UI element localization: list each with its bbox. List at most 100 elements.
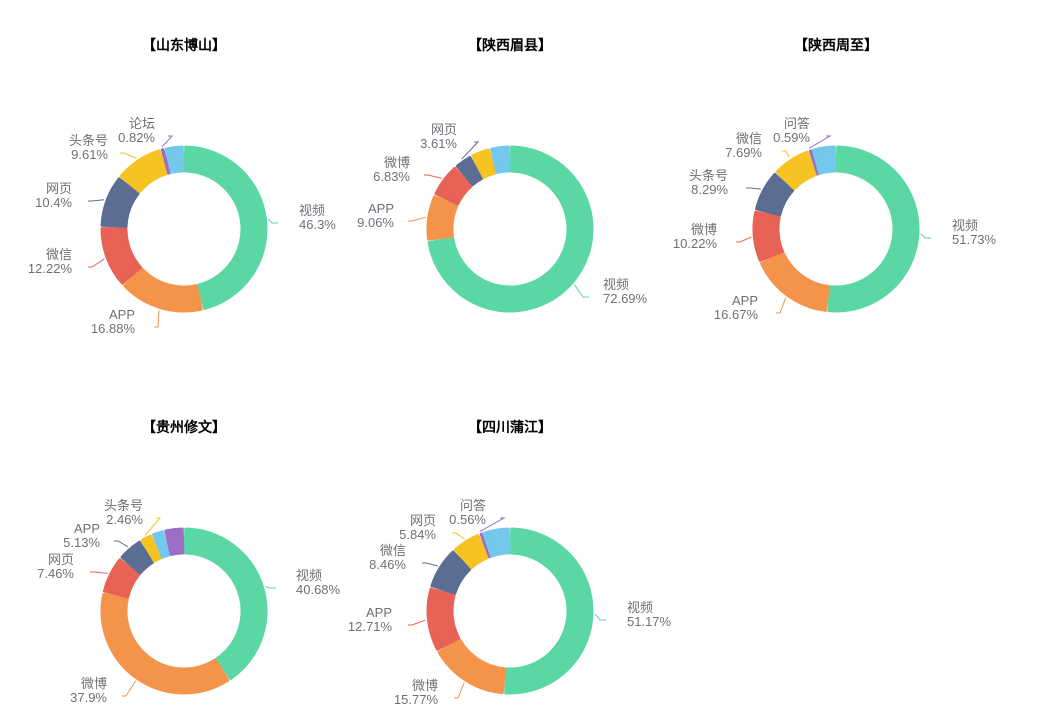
donut-slice[interactable] (755, 172, 795, 217)
donut-slice[interactable] (437, 638, 507, 695)
label-leader-line (594, 613, 606, 621)
label-leader-line (265, 585, 276, 589)
slice-label-value: 10.4% (35, 195, 72, 210)
label-leader-line (776, 297, 787, 314)
slice-label-value: 51.17% (627, 614, 672, 629)
donut-slice[interactable] (119, 149, 168, 194)
label-leader-line (479, 517, 506, 532)
label-leader-line (736, 236, 752, 243)
slice-label-name: 网页 (46, 181, 72, 196)
label-leader-line (454, 682, 465, 699)
donut-slice[interactable] (160, 148, 171, 175)
slice-label-value: 37.9% (70, 690, 107, 705)
slice-label-value: 16.88% (91, 321, 136, 336)
slice-label-value: 0.59% (773, 130, 810, 145)
label-leader-line (461, 141, 480, 160)
slice-label-name: APP (366, 605, 392, 620)
donut-slice[interactable] (120, 540, 154, 575)
donut-slice[interactable] (827, 145, 920, 313)
donut-slice[interactable] (479, 532, 492, 559)
donut-slice[interactable] (100, 227, 142, 285)
slice-label-value: 40.68% (296, 582, 341, 597)
chart-title: 【贵州修文】 (142, 419, 226, 436)
label-leader-line (268, 218, 278, 224)
donut-slice[interactable] (164, 145, 185, 174)
slice-label-value: 5.13% (63, 535, 100, 550)
slice-label-name: 问答 (784, 116, 810, 131)
slice-label-value: 16.67% (714, 307, 759, 322)
label-leader-line (746, 187, 761, 190)
label-leader-line (88, 258, 105, 268)
chart-title: 【陕西周至】 (794, 37, 878, 54)
slice-label-name: 视频 (627, 600, 653, 615)
slice-label-name: 头条号 (689, 168, 728, 183)
slice-label-name: 视频 (603, 277, 629, 292)
slice-label-value: 15.77% (394, 692, 439, 707)
donut-slice[interactable] (760, 251, 831, 312)
slice-label-name: 网页 (48, 552, 74, 567)
donut-slice[interactable] (152, 530, 171, 559)
slice-label-name: 网页 (410, 513, 436, 528)
slice-label-name: 论坛 (129, 116, 155, 131)
donut-slice[interactable] (434, 166, 473, 206)
slice-label-name: 视频 (296, 568, 322, 583)
slice-label-name: 微博 (691, 222, 717, 237)
label-leader-line (422, 562, 439, 567)
label-leader-line (920, 233, 931, 239)
donut-slice[interactable] (454, 534, 489, 570)
donut-slice[interactable] (102, 558, 141, 599)
donut-slice[interactable] (455, 156, 484, 187)
donut-slice[interactable] (752, 210, 784, 262)
slice-label-name: APP (74, 521, 100, 536)
donut-slice[interactable] (183, 145, 268, 310)
slice-label-name: APP (732, 293, 758, 308)
slice-label-value: 0.56% (449, 512, 486, 527)
donut-slice[interactable] (164, 527, 185, 556)
donut-slice[interactable] (490, 145, 511, 174)
slice-label-value: 10.22% (673, 236, 718, 251)
label-leader-line (408, 619, 426, 626)
donut-slice[interactable] (426, 195, 459, 241)
label-leader-line (573, 284, 589, 298)
slice-label-name: APP (109, 307, 135, 322)
label-leader-line (782, 150, 790, 159)
slice-label-value: 9.61% (71, 147, 108, 162)
donut-slice[interactable] (775, 150, 818, 191)
donut-slice[interactable] (427, 145, 594, 313)
slice-label-value: 3.61% (420, 136, 457, 151)
donut-slice[interactable] (482, 527, 511, 558)
label-leader-line (90, 571, 108, 574)
chart-title: 【四川蒲江】 (468, 419, 552, 436)
donut-slice[interactable] (123, 267, 203, 313)
slice-label-value: 8.29% (691, 182, 728, 197)
donut-slice[interactable] (504, 527, 594, 695)
donut-slice[interactable] (808, 149, 820, 176)
slice-label-name: 头条号 (104, 498, 143, 513)
donut-slice[interactable] (471, 148, 497, 179)
slice-label-value: 5.84% (399, 527, 436, 542)
slice-label-value: 51.73% (952, 232, 997, 247)
donut-slice[interactable] (140, 534, 162, 563)
donut-slice[interactable] (183, 527, 268, 680)
donut-slice[interactable] (811, 145, 837, 175)
slice-label-name: 微博 (384, 155, 410, 170)
label-leader-line (808, 135, 832, 149)
slice-label-name: 微博 (412, 678, 438, 693)
label-leader-line (114, 540, 129, 548)
donut-slice[interactable] (100, 177, 140, 228)
label-leader-line (452, 532, 465, 540)
donut-slice[interactable] (430, 550, 472, 595)
label-leader-line (161, 135, 174, 148)
slice-label-name: 微信 (736, 131, 762, 146)
donut-slice[interactable] (426, 587, 461, 651)
slice-label-value: 2.46% (106, 512, 143, 527)
slice-label-value: 0.82% (118, 130, 155, 145)
label-leader-line (424, 174, 442, 179)
donut-slice[interactable] (100, 592, 230, 695)
label-leader-line (408, 216, 426, 222)
